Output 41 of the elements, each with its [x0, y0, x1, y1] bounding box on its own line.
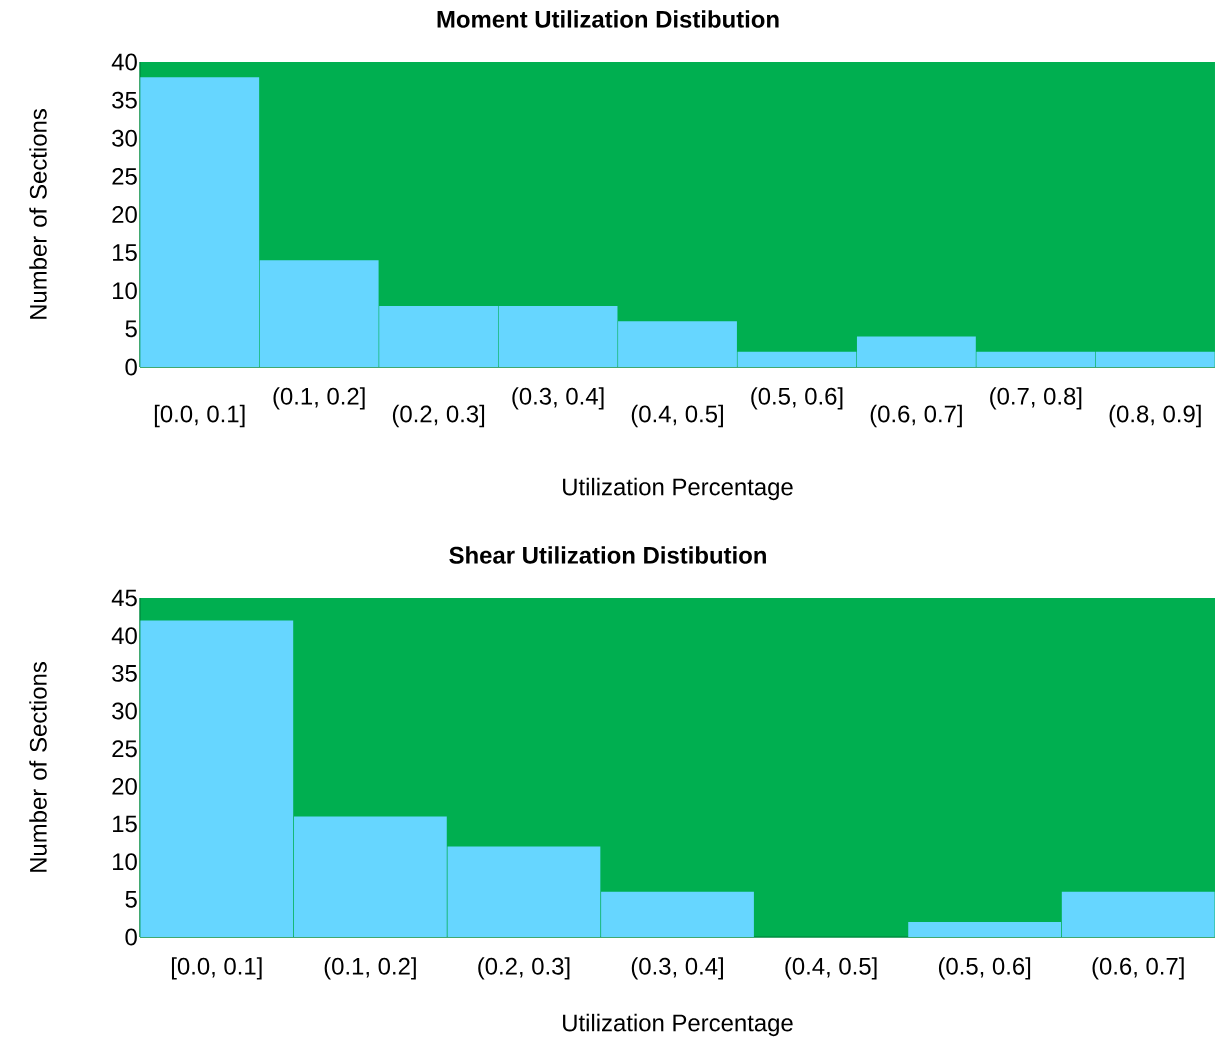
y-axis-title: Number of Sections — [29, 109, 47, 319]
y-tick-label: 35 — [112, 91, 137, 109]
x-tick-label: (0.1, 0.2] — [273, 387, 365, 410]
x-tick-label: (0.3, 0.4] — [512, 387, 604, 410]
y-tick-label: 25 — [112, 167, 137, 185]
y-tick-label: 15 — [113, 244, 137, 261]
y-tick-label: 5 — [125, 320, 137, 338]
x-tick-label: (0.2, 0.3] — [478, 957, 570, 980]
y-tick-label: 30 — [112, 129, 137, 147]
x-tick-label: (0.2, 0.3] — [392, 404, 485, 428]
x-axis-title: Utilization Percentage — [563, 1013, 793, 1037]
y-tick-label: 0 — [125, 358, 137, 376]
x-tick-label: (0.4, 0.5] — [631, 404, 723, 428]
chart-title: Moment Utilization Distibution — [437, 10, 779, 28]
y-tick-label: 10 — [113, 282, 137, 300]
x-tick-label: (0.4, 0.5] — [785, 957, 877, 980]
x-tick-label: (0.6, 0.7] — [1092, 957, 1184, 980]
y-tick-label: 40 — [111, 53, 137, 71]
x-tick-label: (0.3, 0.4] — [631, 957, 723, 980]
x-tick-label: [0.0, 0.1] — [154, 404, 245, 428]
y-tick-label: 30 — [112, 702, 137, 720]
x-tick-label: (0.5, 0.6] — [938, 957, 1031, 980]
y-tick-label: 5 — [125, 891, 137, 908]
y-tick-label: 20 — [112, 777, 137, 795]
y-tick-label: 0 — [125, 928, 137, 946]
y-tick-label: 25 — [112, 740, 137, 758]
y-tick-label: 45 — [111, 589, 137, 607]
y-tick-label: 15 — [113, 815, 137, 833]
chart-title: Shear Utilization Distibution — [449, 546, 766, 564]
x-tick-label: [0.0, 0.1] — [171, 957, 262, 980]
x-tick-label: (0.1, 0.2] — [324, 957, 416, 980]
x-tick-label: (0.7, 0.8] — [990, 387, 1082, 410]
x-axis-title: Utilization Percentage — [563, 477, 793, 501]
y-axis-title: Number of Sections — [29, 662, 47, 872]
y-tick-label: 35 — [112, 664, 137, 682]
x-tick-label: (0.8, 0.9] — [1109, 404, 1201, 428]
x-tick-label: (0.5, 0.6] — [751, 387, 843, 410]
y-tick-label: 20 — [112, 206, 137, 223]
y-tick-label: 10 — [113, 853, 137, 871]
x-tick-label: (0.6, 0.7] — [870, 404, 962, 428]
y-tick-label: 40 — [111, 627, 137, 645]
